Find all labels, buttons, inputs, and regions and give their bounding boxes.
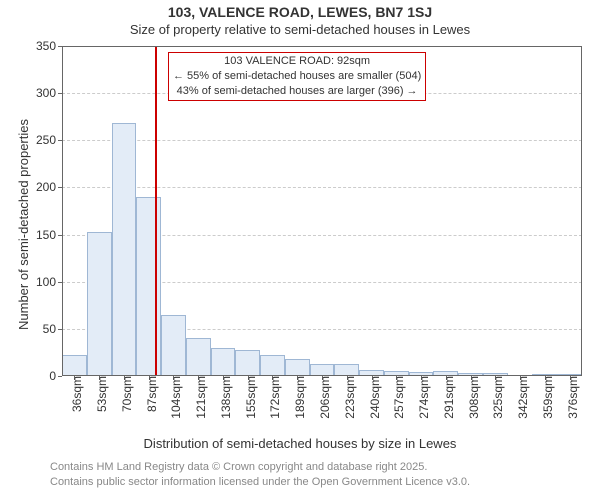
histogram-bar — [260, 355, 285, 376]
y-gridline — [62, 140, 582, 141]
y-tick-label: 250 — [36, 133, 62, 147]
histogram-bar — [211, 348, 236, 376]
y-tick-label: 300 — [36, 86, 62, 100]
histogram-bar — [112, 123, 137, 376]
y-axis-label: Number of semi-detached properties — [16, 119, 31, 330]
histogram-bar — [62, 355, 87, 376]
y-tick-label: 200 — [36, 180, 62, 194]
x-tick-label: 376sqm — [560, 376, 580, 419]
histogram-bar — [310, 364, 335, 376]
y-tick-label: 50 — [43, 322, 62, 336]
attribution-text: Contains HM Land Registry data © Crown c… — [50, 460, 470, 490]
attribution-line2: Contains public sector information licen… — [50, 475, 470, 490]
histogram-bar — [87, 232, 112, 376]
y-tick-label: 150 — [36, 228, 62, 242]
marker-vertical-line — [155, 46, 157, 376]
histogram-bar — [334, 364, 359, 376]
callout-box: 103 VALENCE ROAD: 92sqm← 55% of semi-det… — [168, 52, 426, 101]
x-tick-label: 53sqm — [89, 376, 109, 412]
chart-title: 103, VALENCE ROAD, LEWES, BN7 1SJ — [0, 4, 600, 20]
y-tick-label: 350 — [36, 39, 62, 53]
y-tick-label: 0 — [49, 369, 62, 383]
callout-line-3: 43% of semi-detached houses are larger (… — [173, 84, 421, 99]
x-tick-label: 155sqm — [238, 376, 258, 419]
histogram-bar — [186, 338, 211, 376]
x-tick-label: 257sqm — [386, 376, 406, 419]
histogram-bar — [136, 197, 161, 376]
y-gridline — [62, 187, 582, 188]
y-gridline — [62, 46, 582, 47]
x-tick-label: 274sqm — [411, 376, 431, 419]
callout-line-2: ← 55% of semi-detached houses are smalle… — [173, 69, 421, 84]
histogram-bar — [235, 350, 260, 376]
attribution-line1: Contains HM Land Registry data © Crown c… — [50, 460, 470, 475]
x-tick-label: 121sqm — [188, 376, 208, 419]
x-tick-label: 87sqm — [139, 376, 159, 412]
x-axis-label: Distribution of semi-detached houses by … — [0, 436, 600, 451]
x-tick-label: 172sqm — [262, 376, 282, 419]
x-tick-label: 36sqm — [64, 376, 84, 412]
x-tick-label: 70sqm — [114, 376, 134, 412]
x-tick-label: 223sqm — [337, 376, 357, 419]
x-tick-label: 342sqm — [510, 376, 530, 419]
x-tick-label: 206sqm — [312, 376, 332, 419]
x-tick-label: 359sqm — [535, 376, 555, 419]
histogram-bar — [161, 315, 186, 376]
histogram-bar — [285, 359, 310, 376]
x-tick-label: 104sqm — [163, 376, 183, 419]
x-tick-label: 240sqm — [362, 376, 382, 419]
x-tick-label: 138sqm — [213, 376, 233, 419]
callout-line-1: 103 VALENCE ROAD: 92sqm — [173, 54, 421, 69]
y-tick-label: 100 — [36, 275, 62, 289]
x-tick-label: 291sqm — [436, 376, 456, 419]
chart-plot-area: 05010015020025030035036sqm53sqm70sqm87sq… — [62, 46, 582, 376]
x-tick-label: 325sqm — [485, 376, 505, 419]
chart-subtitle: Size of property relative to semi-detach… — [0, 22, 600, 37]
x-tick-label: 308sqm — [461, 376, 481, 419]
x-tick-label: 189sqm — [287, 376, 307, 419]
